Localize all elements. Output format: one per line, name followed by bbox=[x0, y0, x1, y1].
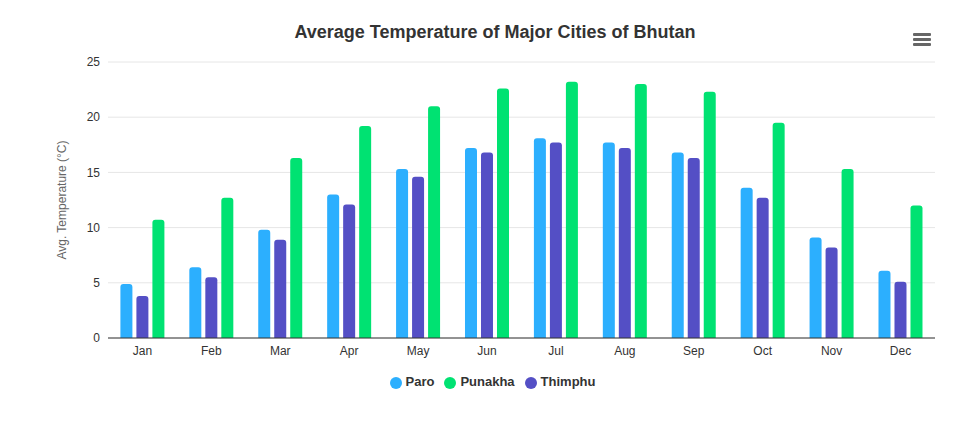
svg-text:Nov: Nov bbox=[821, 344, 842, 358]
svg-text:Aug: Aug bbox=[614, 344, 635, 358]
svg-text:Oct: Oct bbox=[753, 344, 772, 358]
svg-text:Jan: Jan bbox=[133, 344, 152, 358]
svg-text:25: 25 bbox=[87, 55, 101, 69]
html-text:Punakha: Punakha bbox=[460, 374, 515, 389]
svg-text:10: 10 bbox=[87, 221, 101, 235]
svg-text:0: 0 bbox=[93, 331, 100, 345]
html-text:Average Temperature of Major C: Average Temperature of Major Cities of B… bbox=[294, 22, 696, 42]
svg-text:20: 20 bbox=[87, 110, 101, 124]
svg-text:Apr: Apr bbox=[340, 344, 359, 358]
svg-text:May: May bbox=[407, 344, 430, 358]
html-text:Thimphu: Thimphu bbox=[540, 374, 596, 389]
svg-text:5: 5 bbox=[93, 276, 100, 290]
svg-text:Sep: Sep bbox=[683, 344, 705, 358]
svg-text:Mar: Mar bbox=[270, 344, 291, 358]
svg-text:Jul: Jul bbox=[548, 344, 563, 358]
svg-text:Avg. Temperature (°C): Avg. Temperature (°C) bbox=[55, 140, 69, 259]
svg-text:Feb: Feb bbox=[201, 344, 222, 358]
svg-text:Dec: Dec bbox=[890, 344, 911, 358]
svg-text:15: 15 bbox=[87, 166, 101, 180]
svg-text:Jun: Jun bbox=[477, 344, 496, 358]
html-text:Paro: Paro bbox=[405, 374, 435, 389]
